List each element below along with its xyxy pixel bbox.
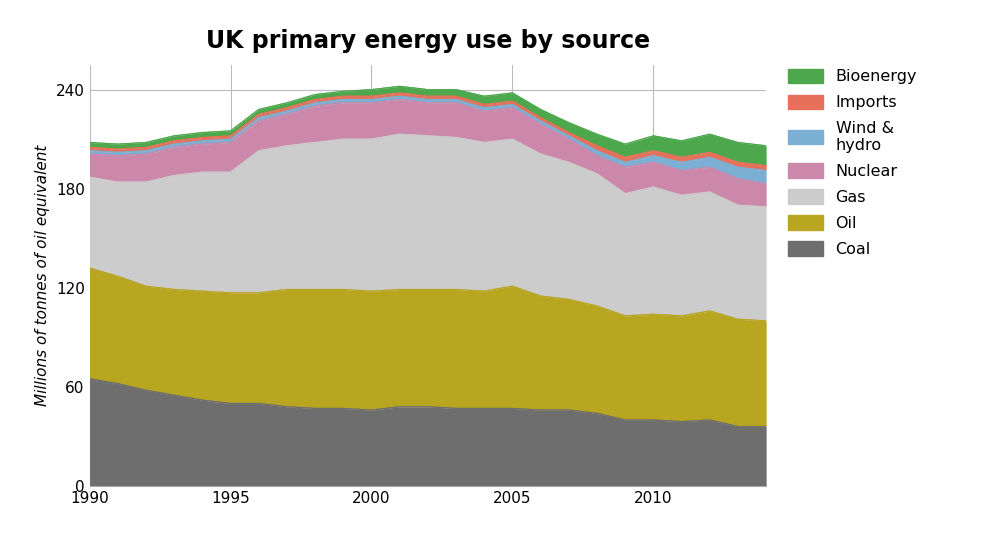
Y-axis label: Millions of tonnes of oil equivalent: Millions of tonnes of oil equivalent [35, 145, 51, 406]
Title: UK primary energy use by source: UK primary energy use by source [206, 29, 649, 53]
Legend: Bioenergy, Imports, Wind &
hydro, Nuclear, Gas, Oil, Coal: Bioenergy, Imports, Wind & hydro, Nuclea… [787, 69, 916, 257]
